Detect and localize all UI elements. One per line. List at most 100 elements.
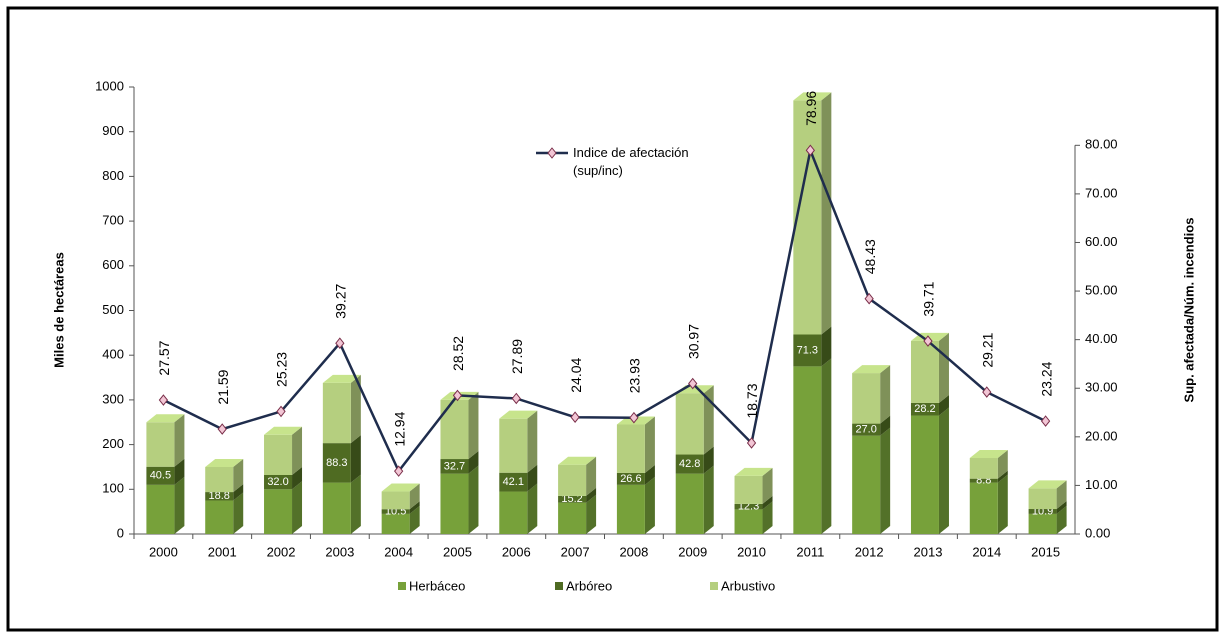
- line-marker: [276, 405, 286, 418]
- y2-tick-label: 40.00: [1085, 331, 1118, 346]
- bar-segment: [910, 402, 939, 416]
- bar-segment: [440, 473, 469, 534]
- line-marker: [570, 411, 580, 423]
- x-tick-label: 2009: [678, 544, 707, 559]
- line-marker: [746, 437, 757, 449]
- bar-segment: [499, 418, 528, 473]
- bar-segment: [499, 491, 528, 534]
- line-series: [162, 145, 1047, 474]
- y2-tick-label: 0.00: [1085, 525, 1110, 540]
- line-data-label: 21.59: [215, 369, 231, 404]
- bar-segment: [1028, 488, 1057, 510]
- data-label: 42.1: [503, 476, 524, 488]
- y2-tick-label: 70.00: [1085, 185, 1118, 200]
- bar-side: [644, 464, 655, 485]
- y-axis-title: Miles de hectáreas: [51, 252, 66, 368]
- y-tick-label: 700: [102, 213, 124, 228]
- data-label: 15.2: [561, 493, 582, 505]
- bar-side: [586, 456, 597, 496]
- y-tick-label: 400: [102, 347, 124, 362]
- bar-side: [233, 492, 244, 534]
- bar-side: [821, 358, 832, 534]
- bar-top: [322, 374, 361, 383]
- line-data-label: 29.21: [979, 332, 995, 367]
- bar-segment: [440, 399, 469, 460]
- data-label: 27.0: [855, 424, 876, 436]
- bar-segment: [616, 484, 645, 534]
- bar-top: [205, 458, 244, 467]
- bar-segment: [734, 503, 763, 510]
- bar-segment: [381, 491, 410, 510]
- bar-segment: [499, 472, 528, 492]
- bar-side: [586, 494, 597, 534]
- bar-segment: [1028, 509, 1057, 514]
- bar-segment: [264, 474, 293, 490]
- bar-top: [969, 450, 1008, 459]
- bar-segment: [558, 502, 587, 534]
- line-data-label: 30.97: [685, 324, 701, 359]
- bar-segment: [381, 509, 410, 514]
- bar-segment: [969, 478, 998, 483]
- bar-side: [938, 394, 949, 416]
- line-data-label: 18.73: [744, 383, 760, 418]
- data-label: 88.3: [326, 457, 347, 469]
- line-data-label: 12.94: [391, 411, 407, 446]
- bar-top: [264, 426, 303, 435]
- bar-side: [292, 481, 303, 534]
- legend-swatch: [398, 582, 406, 590]
- bar-side: [292, 466, 303, 490]
- legend-marker: [547, 147, 557, 159]
- legend-label: Arbustivo: [721, 578, 775, 593]
- y2-tick-label: 60.00: [1085, 234, 1118, 249]
- y2-tick-label: 80.00: [1085, 137, 1118, 152]
- legend-label: Arbóreo: [566, 578, 612, 593]
- line-data-label: 23.24: [1038, 361, 1054, 396]
- bar-segment: [793, 334, 822, 367]
- bar-side: [821, 326, 832, 367]
- bar-side: [880, 365, 891, 424]
- bar-side: [292, 426, 303, 475]
- y2-tick-label: 30.00: [1085, 380, 1118, 395]
- bar-side: [997, 474, 1008, 534]
- bar-side: [409, 501, 420, 514]
- bar-segment: [558, 495, 587, 503]
- y-tick-label: 0: [117, 525, 124, 540]
- y-tick-label: 800: [102, 168, 124, 183]
- x-tick-label: 2010: [737, 544, 766, 559]
- bar-side: [1056, 501, 1067, 514]
- data-label: 40.5: [150, 470, 171, 482]
- line-marker: [982, 386, 992, 398]
- frame: [6, 6, 1219, 632]
- legend-label: Herbáceo: [409, 578, 465, 593]
- bar-top: [1028, 480, 1067, 489]
- bar-segment: [616, 424, 645, 473]
- line-data-label: 39.27: [333, 283, 349, 318]
- bar-side: [174, 414, 185, 467]
- legend-swatch: [555, 582, 563, 590]
- line-data-label: 28.52: [450, 336, 466, 371]
- bar-top: [499, 410, 538, 419]
- bar-segment: [146, 484, 175, 534]
- x-tick-label: 2007: [561, 544, 590, 559]
- y-tick-label: 900: [102, 123, 124, 138]
- bar-side: [1056, 480, 1067, 510]
- line-data-label: 23.93: [627, 358, 643, 393]
- y-tick-label: 200: [102, 436, 124, 451]
- bar-side: [350, 374, 361, 444]
- bar-segment: [558, 464, 587, 496]
- line-marker: [629, 411, 639, 424]
- line-data-label: 78.96: [803, 91, 819, 126]
- bar-top: [852, 365, 891, 374]
- bar-side: [468, 391, 479, 460]
- y2-axis-title: Sup. afectada/Núm. incendios: [1181, 218, 1196, 403]
- bar-side: [409, 483, 420, 510]
- bar-segment: [205, 500, 234, 534]
- bar-segment: [205, 492, 234, 501]
- x-tick-label: 2011: [796, 544, 824, 559]
- bar-segment: [675, 454, 704, 474]
- y-tick-label: 600: [102, 257, 124, 272]
- bar-side: [527, 464, 538, 492]
- bar-side: [644, 476, 655, 534]
- legend-swatch: [710, 582, 718, 590]
